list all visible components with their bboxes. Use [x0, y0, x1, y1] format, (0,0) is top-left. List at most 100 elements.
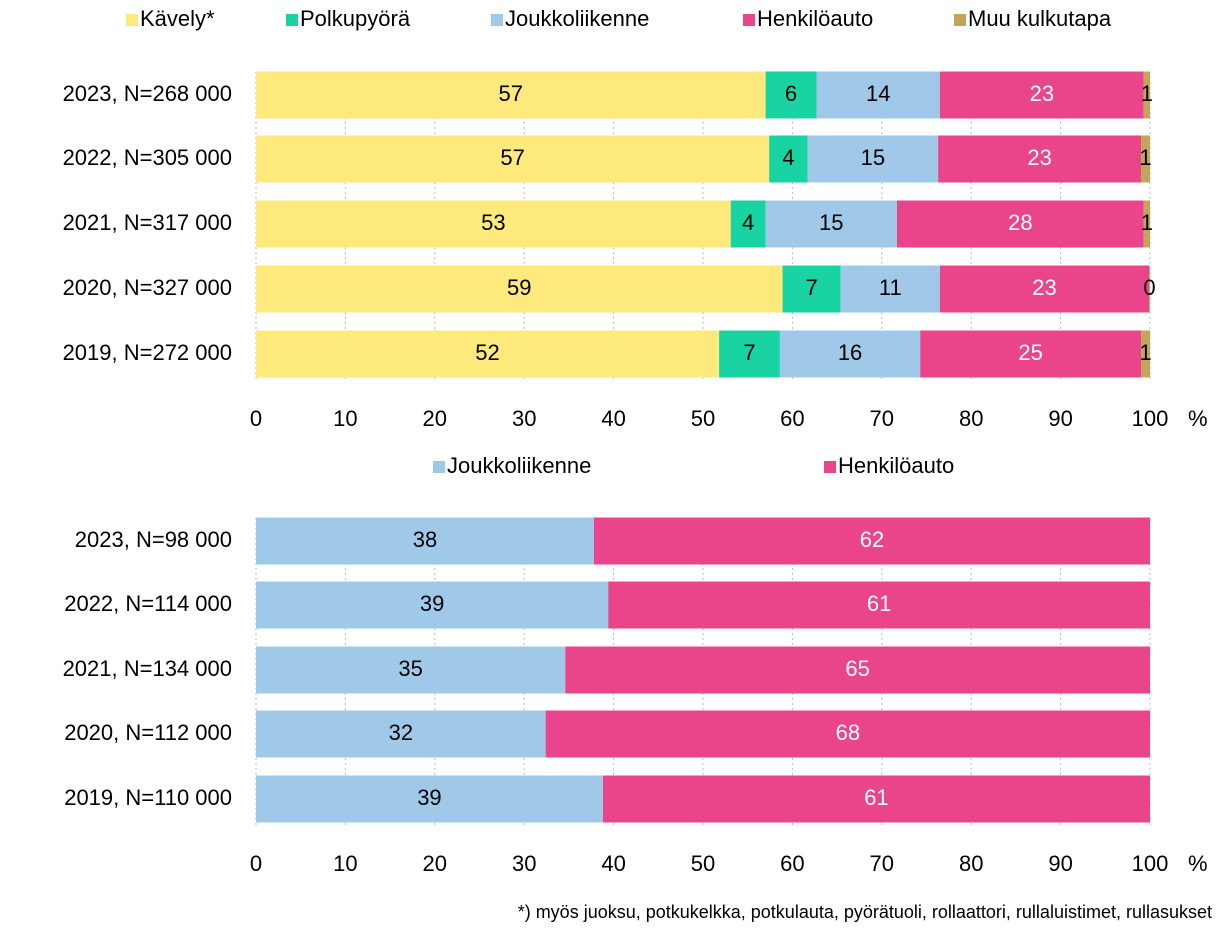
x-tick-label: 10	[333, 851, 357, 876]
bar-segment	[545, 710, 1150, 758]
x-tick-label: 60	[780, 851, 804, 876]
y-tick-label: 2020, N=327 000	[63, 275, 232, 300]
value-label: 4	[782, 145, 794, 170]
x-tick-label: 50	[691, 406, 715, 431]
bar-segment	[920, 330, 1142, 378]
y-tick-label: 2023, N=98 000	[75, 527, 232, 552]
value-label: 38	[413, 527, 437, 552]
x-tick-label: 0	[250, 406, 262, 431]
bar-segment	[256, 581, 609, 629]
x-tick-label: 80	[959, 851, 983, 876]
x-tick-label: 40	[601, 851, 625, 876]
x-axis-label: %	[1188, 851, 1208, 876]
x-tick-label: 90	[1048, 406, 1072, 431]
y-tick-label: 2022, N=305 000	[63, 145, 232, 170]
legend-swatch	[126, 14, 138, 26]
bar-segment	[565, 646, 1150, 694]
bar-segment	[782, 265, 841, 313]
legend-swatch	[491, 14, 503, 26]
bar-segment	[1141, 330, 1150, 378]
bar-segment	[1143, 200, 1150, 248]
value-label: 1	[1139, 340, 1151, 365]
x-tick-label: 0	[250, 851, 262, 876]
bar-segment	[1141, 135, 1150, 183]
value-label: 16	[838, 340, 862, 365]
value-label: 15	[819, 210, 843, 235]
legend-swatch	[743, 14, 755, 26]
x-tick-label: 20	[423, 406, 447, 431]
value-label: 1	[1139, 145, 1151, 170]
value-label: 59	[507, 275, 531, 300]
bar-segment	[840, 265, 940, 313]
bar-segment	[256, 200, 731, 248]
value-label: 1	[1141, 210, 1153, 235]
value-label: 39	[417, 785, 441, 810]
value-label: 52	[475, 340, 499, 365]
bar-segment	[719, 330, 780, 378]
value-label: 14	[866, 81, 890, 106]
x-tick-label: 60	[780, 406, 804, 431]
bar-segment	[256, 135, 770, 183]
x-tick-label: 90	[1048, 851, 1072, 876]
value-label: 61	[867, 591, 891, 616]
value-label: 7	[743, 340, 755, 365]
x-tick-label: 50	[691, 851, 715, 876]
value-label: 4	[742, 210, 754, 235]
legend-label: Joukkoliikenne	[447, 453, 591, 478]
value-label: 57	[500, 145, 524, 170]
bar-segment	[779, 330, 921, 378]
bar-segment	[256, 517, 594, 565]
bar-segment	[939, 71, 1144, 119]
x-tick-label: 30	[512, 851, 536, 876]
y-tick-label: 2020, N=112 000	[64, 720, 232, 745]
bar-segment	[1149, 265, 1150, 313]
x-tick-label: 70	[870, 406, 894, 431]
value-label: 53	[481, 210, 505, 235]
value-label: 15	[861, 145, 885, 170]
footnote: *) myös juoksu, potkukelkka, potkulauta,…	[518, 902, 1212, 922]
value-label: 23	[1027, 145, 1051, 170]
legend-swatch	[954, 14, 966, 26]
x-tick-label: 20	[423, 851, 447, 876]
legend-swatch	[824, 461, 836, 473]
legend-label: Henkilöauto	[757, 6, 873, 31]
bar-segment	[1143, 71, 1150, 119]
value-label: 23	[1032, 275, 1056, 300]
value-label: 68	[836, 720, 860, 745]
y-tick-label: 2023, N=268 000	[63, 81, 232, 106]
bar-segment	[816, 71, 940, 119]
x-tick-label: 30	[512, 406, 536, 431]
bar-segment	[765, 71, 817, 119]
bar-segment	[593, 517, 1150, 565]
x-tick-label: 80	[959, 406, 983, 431]
value-label: 23	[1030, 81, 1054, 106]
bar-segment	[938, 135, 1142, 183]
value-label: 65	[845, 656, 869, 681]
bar-segment	[807, 135, 939, 183]
bar-segment	[256, 710, 546, 758]
value-label: 0	[1143, 275, 1155, 300]
value-label: 1	[1141, 81, 1153, 106]
value-label: 32	[389, 720, 413, 745]
value-label: 39	[420, 591, 444, 616]
value-label: 61	[864, 785, 888, 810]
legend-swatch	[433, 461, 445, 473]
legend-label: Polkupyörä	[300, 6, 411, 31]
value-label: 62	[860, 527, 884, 552]
value-label: 7	[805, 275, 817, 300]
legend-swatch	[286, 14, 298, 26]
bar-segment	[608, 581, 1150, 629]
value-label: 11	[879, 275, 902, 300]
legend-label: Muu kulkutapa	[968, 6, 1112, 31]
y-tick-label: 2021, N=317 000	[63, 210, 232, 235]
bar-segment	[765, 200, 897, 248]
x-tick-label: 40	[601, 406, 625, 431]
bar-segment	[769, 135, 808, 183]
value-label: 28	[1008, 210, 1032, 235]
x-tick-label: 70	[870, 851, 894, 876]
value-label: 6	[785, 81, 797, 106]
y-tick-label: 2019, N=272 000	[63, 340, 232, 365]
legend-label: Henkilöauto	[838, 453, 954, 478]
bar-segment	[256, 330, 720, 378]
